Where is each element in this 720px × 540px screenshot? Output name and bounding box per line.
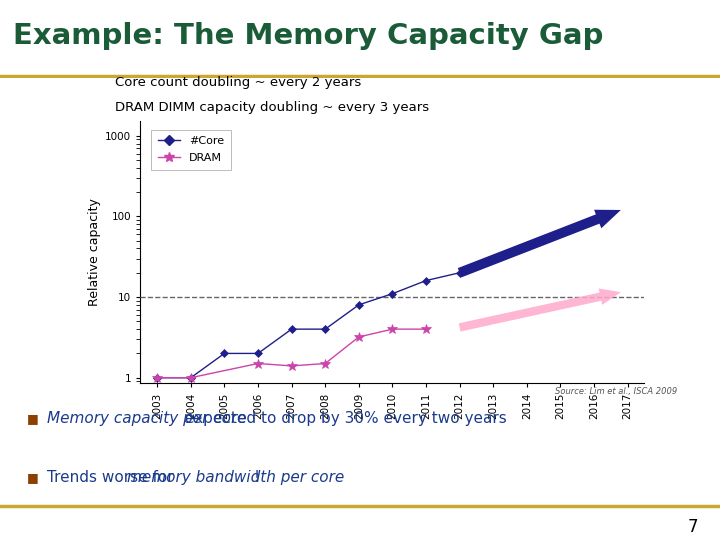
Text: !: !	[254, 470, 260, 485]
#Core	[455, 269, 464, 276]
Text: Source: Lim et al., ISCA 2009: Source: Lim et al., ISCA 2009	[554, 387, 677, 396]
Text: ■: ■	[27, 412, 39, 425]
#Core	[287, 326, 296, 333]
#Core	[253, 350, 262, 356]
DRAM	[388, 326, 397, 333]
DRAM	[354, 334, 363, 340]
Text: Example: The Memory Capacity Gap: Example: The Memory Capacity Gap	[13, 22, 603, 50]
DRAM	[153, 374, 161, 381]
DRAM	[253, 360, 262, 367]
Text: Memory capacity per core: Memory capacity per core	[47, 411, 246, 426]
#Core	[220, 350, 229, 356]
Text: memory bandwidth per core: memory bandwidth per core	[127, 470, 345, 485]
DRAM	[287, 363, 296, 369]
Text: 7: 7	[688, 517, 698, 536]
Text: DRAM DIMM capacity doubling ~ every 3 years: DRAM DIMM capacity doubling ~ every 3 ye…	[115, 101, 429, 114]
Text: expected to drop by 30% every two years: expected to drop by 30% every two years	[180, 411, 507, 426]
DRAM	[422, 326, 431, 333]
#Core	[354, 302, 363, 308]
Text: Trends worse for: Trends worse for	[47, 470, 179, 485]
#Core	[186, 374, 195, 381]
#Core	[321, 326, 330, 333]
Text: Core count doubling ~ every 2 years: Core count doubling ~ every 2 years	[115, 76, 361, 89]
Text: ■: ■	[27, 471, 39, 484]
#Core	[388, 291, 397, 297]
DRAM	[186, 374, 195, 381]
DRAM	[321, 360, 330, 367]
Legend: #Core, DRAM: #Core, DRAM	[151, 130, 230, 170]
Line: DRAM: DRAM	[153, 325, 431, 382]
Line: #Core: #Core	[154, 269, 463, 381]
#Core	[153, 374, 161, 381]
#Core	[422, 278, 431, 284]
Y-axis label: Relative capacity: Relative capacity	[88, 199, 101, 306]
